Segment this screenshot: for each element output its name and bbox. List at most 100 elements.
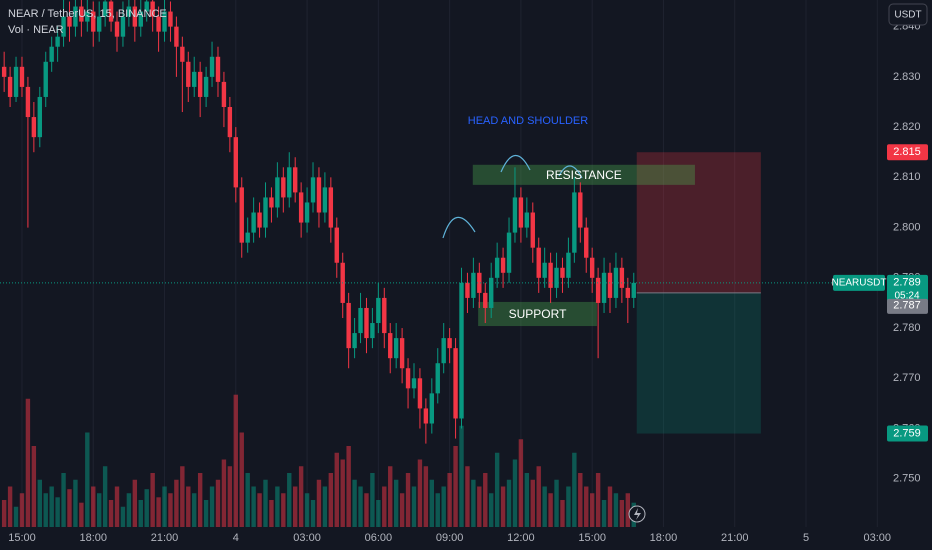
candle-body [536, 247, 541, 278]
x-tick-label: 21:00 [151, 532, 179, 544]
x-tick-label: 18:00 [79, 532, 107, 544]
candle-body [518, 197, 524, 228]
candle-body [388, 333, 393, 359]
candle-body [114, 21, 120, 37]
candle-body [120, 16, 126, 37]
time-axis-bg [0, 527, 932, 550]
volume-bar [572, 452, 577, 527]
candle-body [382, 297, 387, 334]
candle-body [269, 197, 274, 208]
volume-bar [388, 466, 393, 527]
volume-bar [156, 497, 161, 527]
candle-body [358, 307, 363, 334]
candle-body [227, 107, 233, 138]
candle-body [459, 282, 464, 419]
volume-bar [227, 466, 233, 527]
candle-body [334, 227, 339, 263]
y-tick-label: 2.780 [893, 322, 921, 334]
volume-bar [162, 486, 167, 527]
candle-body [287, 167, 292, 198]
volume-bar [233, 394, 239, 527]
volume-bar [25, 398, 31, 527]
volume-bar [292, 486, 298, 527]
volume-bar [19, 493, 25, 527]
stop-zone [636, 152, 761, 293]
volume-bar [263, 479, 268, 527]
volume-bar [364, 493, 369, 527]
volume-bar [595, 473, 601, 527]
volume-bar [560, 500, 565, 527]
x-tick-label: 06:00 [365, 532, 393, 544]
bid-price: 2.787 [893, 300, 921, 312]
candle-body [168, 11, 173, 27]
symbol-tag: NEARUSDT [831, 277, 886, 288]
overlay: RESISTANCE SUPPORT HEAD AND SHOULDER [442, 115, 646, 523]
volume-bar [589, 493, 595, 527]
candle-body [584, 227, 589, 258]
candle-body [102, 1, 108, 17]
symbol-tag-bg [833, 274, 885, 291]
volume-bar [340, 459, 345, 527]
candle-body [186, 61, 191, 87]
volume-bar [239, 432, 244, 527]
chart-title: NEAR / TetherUS, 15, BINANCE [8, 8, 167, 20]
candle-body [631, 282, 636, 298]
volume-bar [85, 432, 90, 527]
candle-body [489, 277, 494, 308]
volume-bar [471, 479, 476, 527]
volume-bar [601, 500, 607, 527]
volume-bar [251, 486, 256, 527]
candle-body [530, 212, 535, 248]
candle-body [512, 197, 518, 233]
candle-body [607, 272, 613, 298]
volume-bar [322, 486, 328, 527]
pattern-label: HEAD AND SHOULDER [468, 115, 588, 127]
volume-bar [102, 466, 108, 527]
candle-body [132, 6, 138, 27]
volume-bar [548, 493, 553, 527]
grid [21, 0, 878, 527]
candle-body [209, 56, 215, 77]
candle-body [43, 61, 48, 97]
candle-body [215, 56, 221, 82]
candle-body [251, 212, 256, 233]
candle-body [399, 338, 405, 369]
candle-body [405, 368, 411, 389]
candle-body [126, 6, 132, 17]
volume-bar [215, 479, 221, 527]
volume-bar [298, 466, 304, 527]
volume-bar [7, 486, 13, 527]
volume-bar [334, 452, 339, 527]
candle-body [619, 267, 625, 288]
x-tick-label: 4 [233, 532, 239, 544]
candle-body [364, 307, 369, 339]
volume-bar [530, 479, 535, 527]
volume-bar [423, 466, 429, 527]
currency-button[interactable] [888, 3, 928, 26]
volume-bar [203, 500, 209, 527]
stop-price-tag: 2.815 [893, 146, 921, 158]
candle-body [578, 192, 583, 228]
candle-body [257, 212, 262, 228]
candle-body [79, 6, 84, 22]
candle-body [245, 232, 250, 243]
candle-body [554, 267, 559, 288]
volume-bar [607, 486, 613, 527]
x-tick-label: 15:00 [8, 532, 36, 544]
candle-body [37, 96, 42, 138]
drawing-tools [472, 152, 761, 434]
volume-bar [453, 446, 458, 527]
volume-bar [186, 486, 191, 527]
target-price-tag-bg [887, 425, 928, 442]
volume-bar [411, 486, 417, 527]
candle-body [263, 197, 268, 228]
volume-bar [316, 479, 322, 527]
candles [0, 0, 885, 444]
volume-bar [512, 459, 518, 527]
candle-body [542, 262, 547, 278]
volume-bar [346, 446, 351, 527]
x-tick-label: 12:00 [507, 532, 535, 544]
candle-body [13, 66, 19, 97]
candle-body [298, 192, 304, 223]
